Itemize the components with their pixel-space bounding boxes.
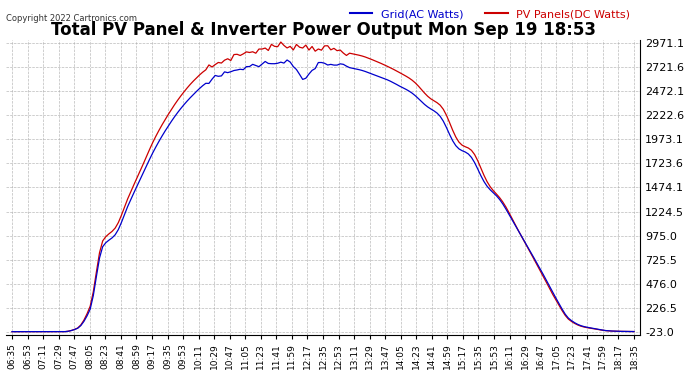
Text: Copyright 2022 Cartronics.com: Copyright 2022 Cartronics.com: [6, 14, 137, 23]
Title: Total PV Panel & Inverter Power Output Mon Sep 19 18:53: Total PV Panel & Inverter Power Output M…: [50, 21, 595, 39]
Legend: Grid(AC Watts), PV Panels(DC Watts): Grid(AC Watts), PV Panels(DC Watts): [345, 5, 635, 24]
